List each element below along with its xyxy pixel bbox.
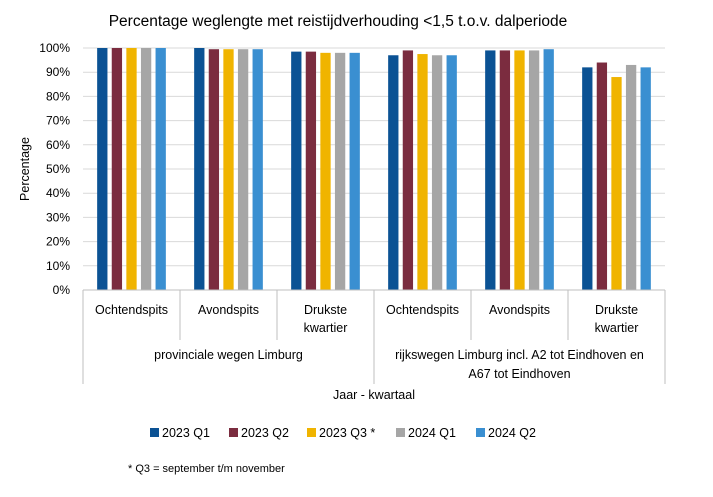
y-tick-label: 50%	[46, 162, 70, 176]
bar	[582, 67, 593, 290]
chart-title: Percentage weglengte met reistijdverhoud…	[109, 13, 568, 30]
y-axis-ticks: 0% 10% 20% 30% 40% 50% 60% 70% 80% 90% 100%	[39, 41, 70, 297]
bar	[499, 50, 511, 290]
legend-label: 2024 Q2	[488, 426, 536, 440]
category-label: Avondspits	[198, 303, 259, 317]
legend-swatch	[307, 428, 316, 437]
category-label: Ochtendspits	[386, 303, 459, 317]
legend-swatch	[396, 428, 405, 437]
legend-label: 2023 Q2	[241, 426, 289, 440]
bar	[611, 77, 622, 290]
legend-swatch	[476, 428, 485, 437]
bar	[402, 50, 414, 290]
y-tick-label: 30%	[46, 210, 70, 224]
bar	[194, 48, 205, 290]
bar	[446, 55, 457, 291]
bar	[291, 51, 302, 290]
legend-label: 2024 Q1	[408, 426, 456, 440]
category-label: Drukste kwartier	[304, 303, 348, 335]
y-tick-label: 10%	[46, 259, 70, 273]
bar	[431, 55, 443, 291]
category-label: Ochtendspits	[95, 303, 168, 317]
y-tick-label: 0%	[53, 283, 71, 297]
y-tick-label: 40%	[46, 186, 70, 200]
y-axis-title: Percentage	[18, 137, 32, 201]
bar	[640, 67, 651, 290]
x-axis-title: Jaar - kwartaal	[333, 388, 415, 402]
y-tick-label: 20%	[46, 235, 70, 249]
group-label: rijkswegen Limburg incl. A2 tot Eindhove…	[395, 348, 644, 381]
y-tick-label: 60%	[46, 138, 70, 152]
bar	[543, 49, 554, 291]
bar	[97, 48, 108, 290]
group-label: provinciale wegen Limburg	[154, 348, 303, 362]
bar	[334, 52, 346, 291]
bar	[305, 51, 317, 290]
bar	[223, 49, 234, 291]
bar	[596, 62, 608, 290]
y-tick-label: 100%	[39, 41, 70, 55]
legend-label: 2023 Q3 *	[319, 426, 375, 440]
y-tick-label: 90%	[46, 65, 70, 79]
legend-label: 2023 Q1	[162, 426, 210, 440]
bar	[237, 49, 249, 291]
bar	[320, 52, 331, 291]
bar	[111, 48, 123, 290]
category-label: Drukste kwartier	[595, 303, 639, 335]
bar	[417, 54, 428, 290]
y-tick-label: 70%	[46, 114, 70, 128]
footnote: * Q3 = september t/m november	[128, 463, 285, 475]
x-axis: Ochtendspits Avondspits Drukste kwartier Och…	[82, 289, 666, 384]
legend-swatch	[229, 428, 238, 437]
bar	[528, 50, 540, 290]
bar	[126, 48, 137, 290]
y-tick-label: 80%	[46, 89, 70, 103]
bar	[252, 49, 263, 291]
bar	[514, 50, 525, 290]
bar	[208, 49, 220, 291]
bar	[140, 48, 152, 290]
legend-swatch	[150, 428, 159, 437]
bar	[625, 64, 637, 290]
grid	[83, 47, 665, 291]
bar	[485, 50, 496, 290]
category-label: Avondspits	[489, 303, 550, 317]
bar	[349, 52, 360, 291]
bar	[388, 55, 399, 291]
bar	[155, 48, 166, 290]
legend: 2023 Q1 2023 Q2 2023 Q3 * 2024 Q1 2024 Q2	[150, 426, 536, 440]
bars	[97, 48, 651, 291]
